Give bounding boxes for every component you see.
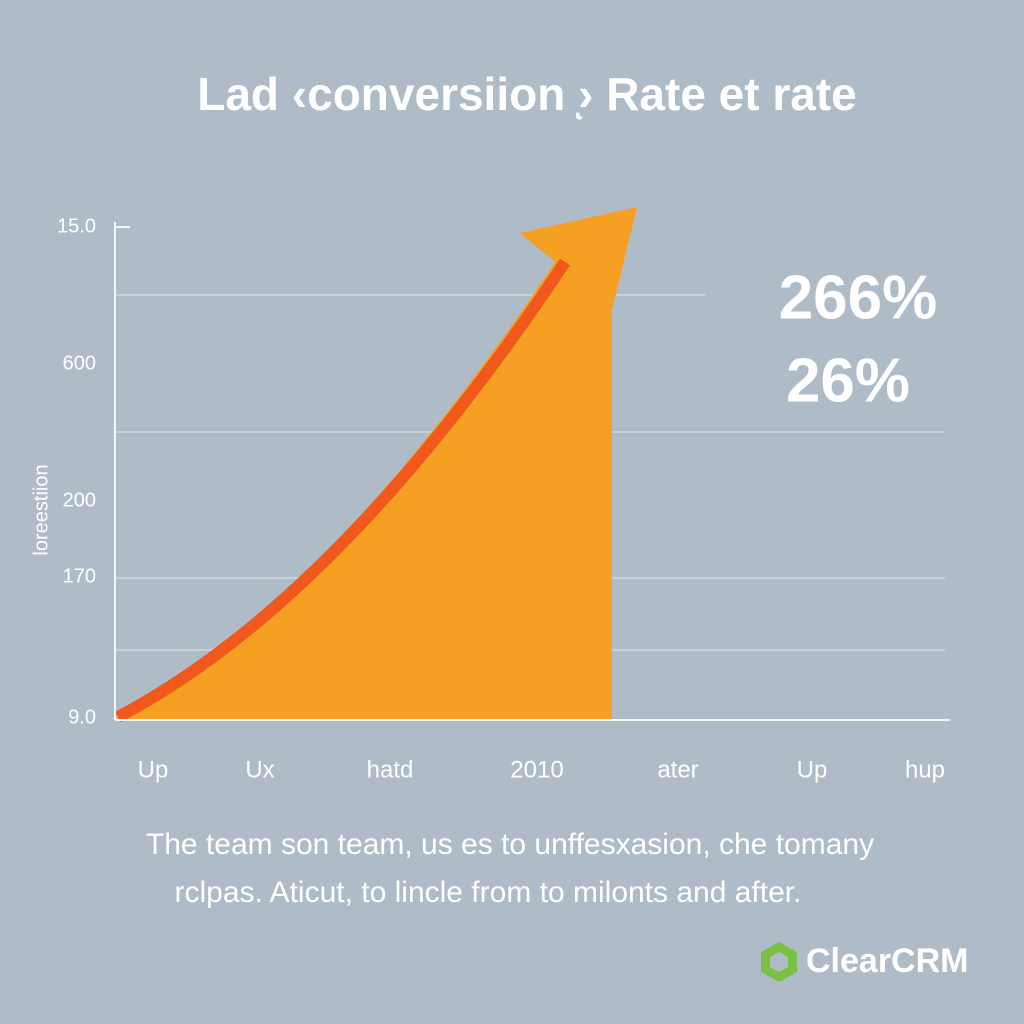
x-tick-label: ater bbox=[657, 756, 698, 783]
area bbox=[115, 207, 637, 720]
x-tick-label: Up bbox=[138, 756, 169, 783]
caption: rclpas. Aticut, to lincle from to milont… bbox=[175, 876, 802, 909]
x-tick-label: Up bbox=[797, 756, 828, 783]
annotation: 26% bbox=[786, 346, 910, 415]
caption: The team son team, us es to unffesxasion… bbox=[146, 828, 874, 861]
y-tick-label: 600 bbox=[63, 352, 96, 374]
y-axis-label: loreestiion bbox=[30, 464, 52, 555]
x-tick-label: hup bbox=[905, 756, 945, 783]
y-labels: 15.0 600 200 170 9.0 bbox=[57, 215, 96, 728]
annotation: 266% bbox=[779, 263, 938, 332]
line bbox=[115, 258, 570, 723]
x-tick-label: 2010 bbox=[510, 756, 563, 783]
x-tick-label: Ux bbox=[245, 756, 274, 783]
y-tick-label: 170 bbox=[63, 565, 96, 587]
chart-title: Lad ‹conversiion ͅ› Rate et rate bbox=[197, 68, 857, 120]
y-tick-label: 9.0 bbox=[68, 706, 96, 728]
brand: ClearCRM bbox=[806, 942, 968, 980]
x-labels: Up Ux hatd 2010 ater Up hup bbox=[138, 756, 945, 783]
brand-logo bbox=[761, 942, 797, 982]
y-tick-label: 200 bbox=[63, 489, 96, 511]
x-tick-label: hatd bbox=[367, 756, 414, 783]
y-tick-label: 15.0 bbox=[57, 215, 96, 237]
